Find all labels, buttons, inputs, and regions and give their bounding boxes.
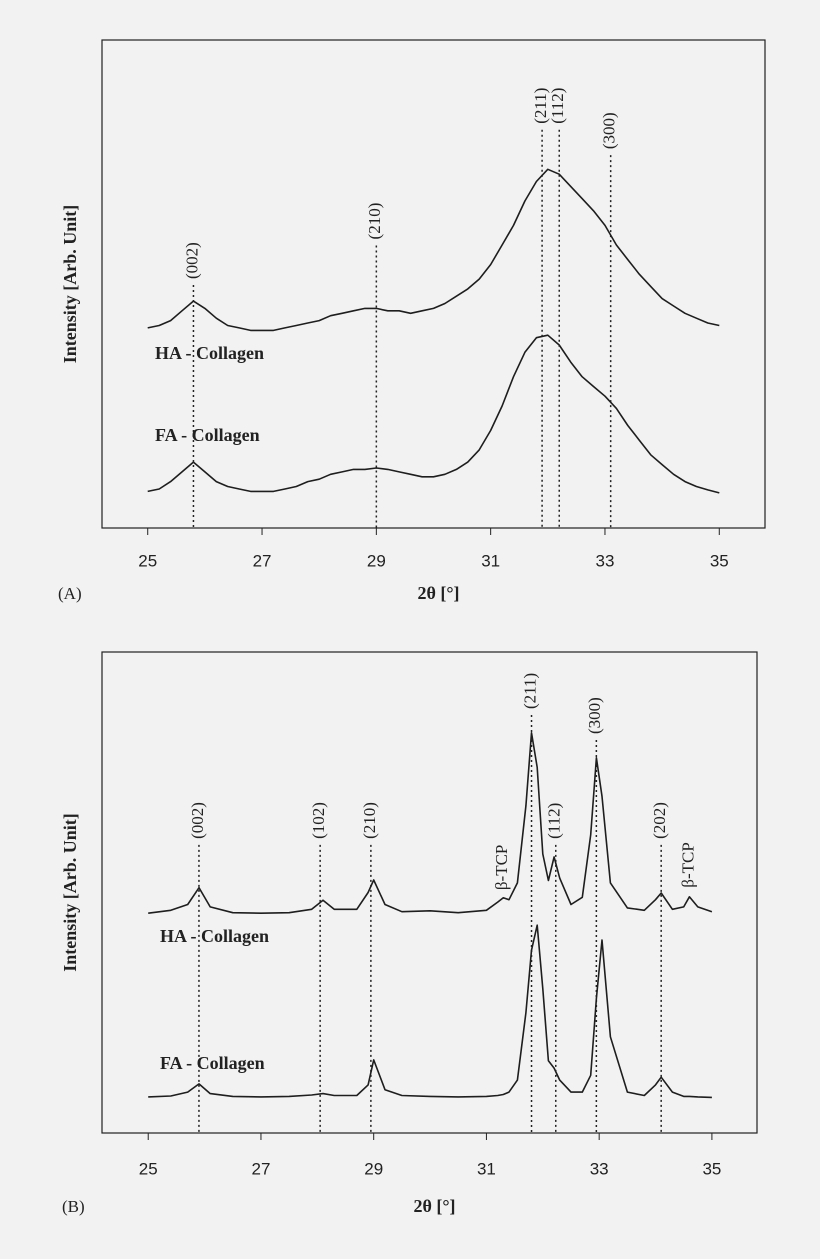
peak-label: β-TCP <box>678 842 697 888</box>
data-line <box>148 732 713 914</box>
peak-label: (202) <box>650 802 669 839</box>
x-tick-label: 35 <box>702 1159 721 1178</box>
peak-label: (210) <box>365 203 384 240</box>
series-label: FA - Collagen <box>160 1053 265 1073</box>
panel-label: (A) <box>58 584 82 603</box>
x-axis-label: 2θ [°] <box>417 583 459 603</box>
series-label: FA - Collagen <box>155 425 260 445</box>
x-tick-label: 29 <box>364 1159 383 1178</box>
x-tick-label: 29 <box>367 551 386 570</box>
peak-label: (112) <box>548 88 567 124</box>
x-tick-label: 27 <box>251 1159 270 1178</box>
peak-label: (102) <box>309 802 328 839</box>
peak-label: (300) <box>600 112 619 149</box>
x-tick-label: 35 <box>710 551 729 570</box>
data-line <box>147 168 720 332</box>
x-tick-label: 25 <box>138 551 157 570</box>
peak-label: (211) <box>531 88 550 124</box>
y-axis-label: Intensity [Arb. Unit] <box>60 813 80 972</box>
x-tick-label: 33 <box>590 1159 609 1178</box>
peak-label: (002) <box>188 802 207 839</box>
series-label: HA - Collagen <box>160 926 269 946</box>
x-axis-label: 2θ [°] <box>413 1196 455 1216</box>
peak-label: (112) <box>545 803 564 839</box>
plot-frame <box>101 39 766 529</box>
x-tick-label: 33 <box>596 551 615 570</box>
plot-frame <box>101 651 758 1134</box>
peak-label: (300) <box>585 697 604 734</box>
x-tick-label: 27 <box>253 551 272 570</box>
y-axis-label: Intensity [Arb. Unit] <box>60 205 80 364</box>
data-line <box>148 924 712 1099</box>
x-tick-label: 25 <box>139 1159 158 1178</box>
data-line <box>147 334 720 494</box>
peak-label: (002) <box>182 242 201 279</box>
x-tick-label: 31 <box>477 1159 496 1178</box>
peak-label: (210) <box>360 802 379 839</box>
series-label: HA - Collagen <box>155 343 264 363</box>
peak-label: β-TCP <box>492 845 511 891</box>
x-tick-label: 31 <box>481 551 500 570</box>
peak-label: (211) <box>520 673 539 709</box>
panel-label: (B) <box>62 1197 85 1216</box>
